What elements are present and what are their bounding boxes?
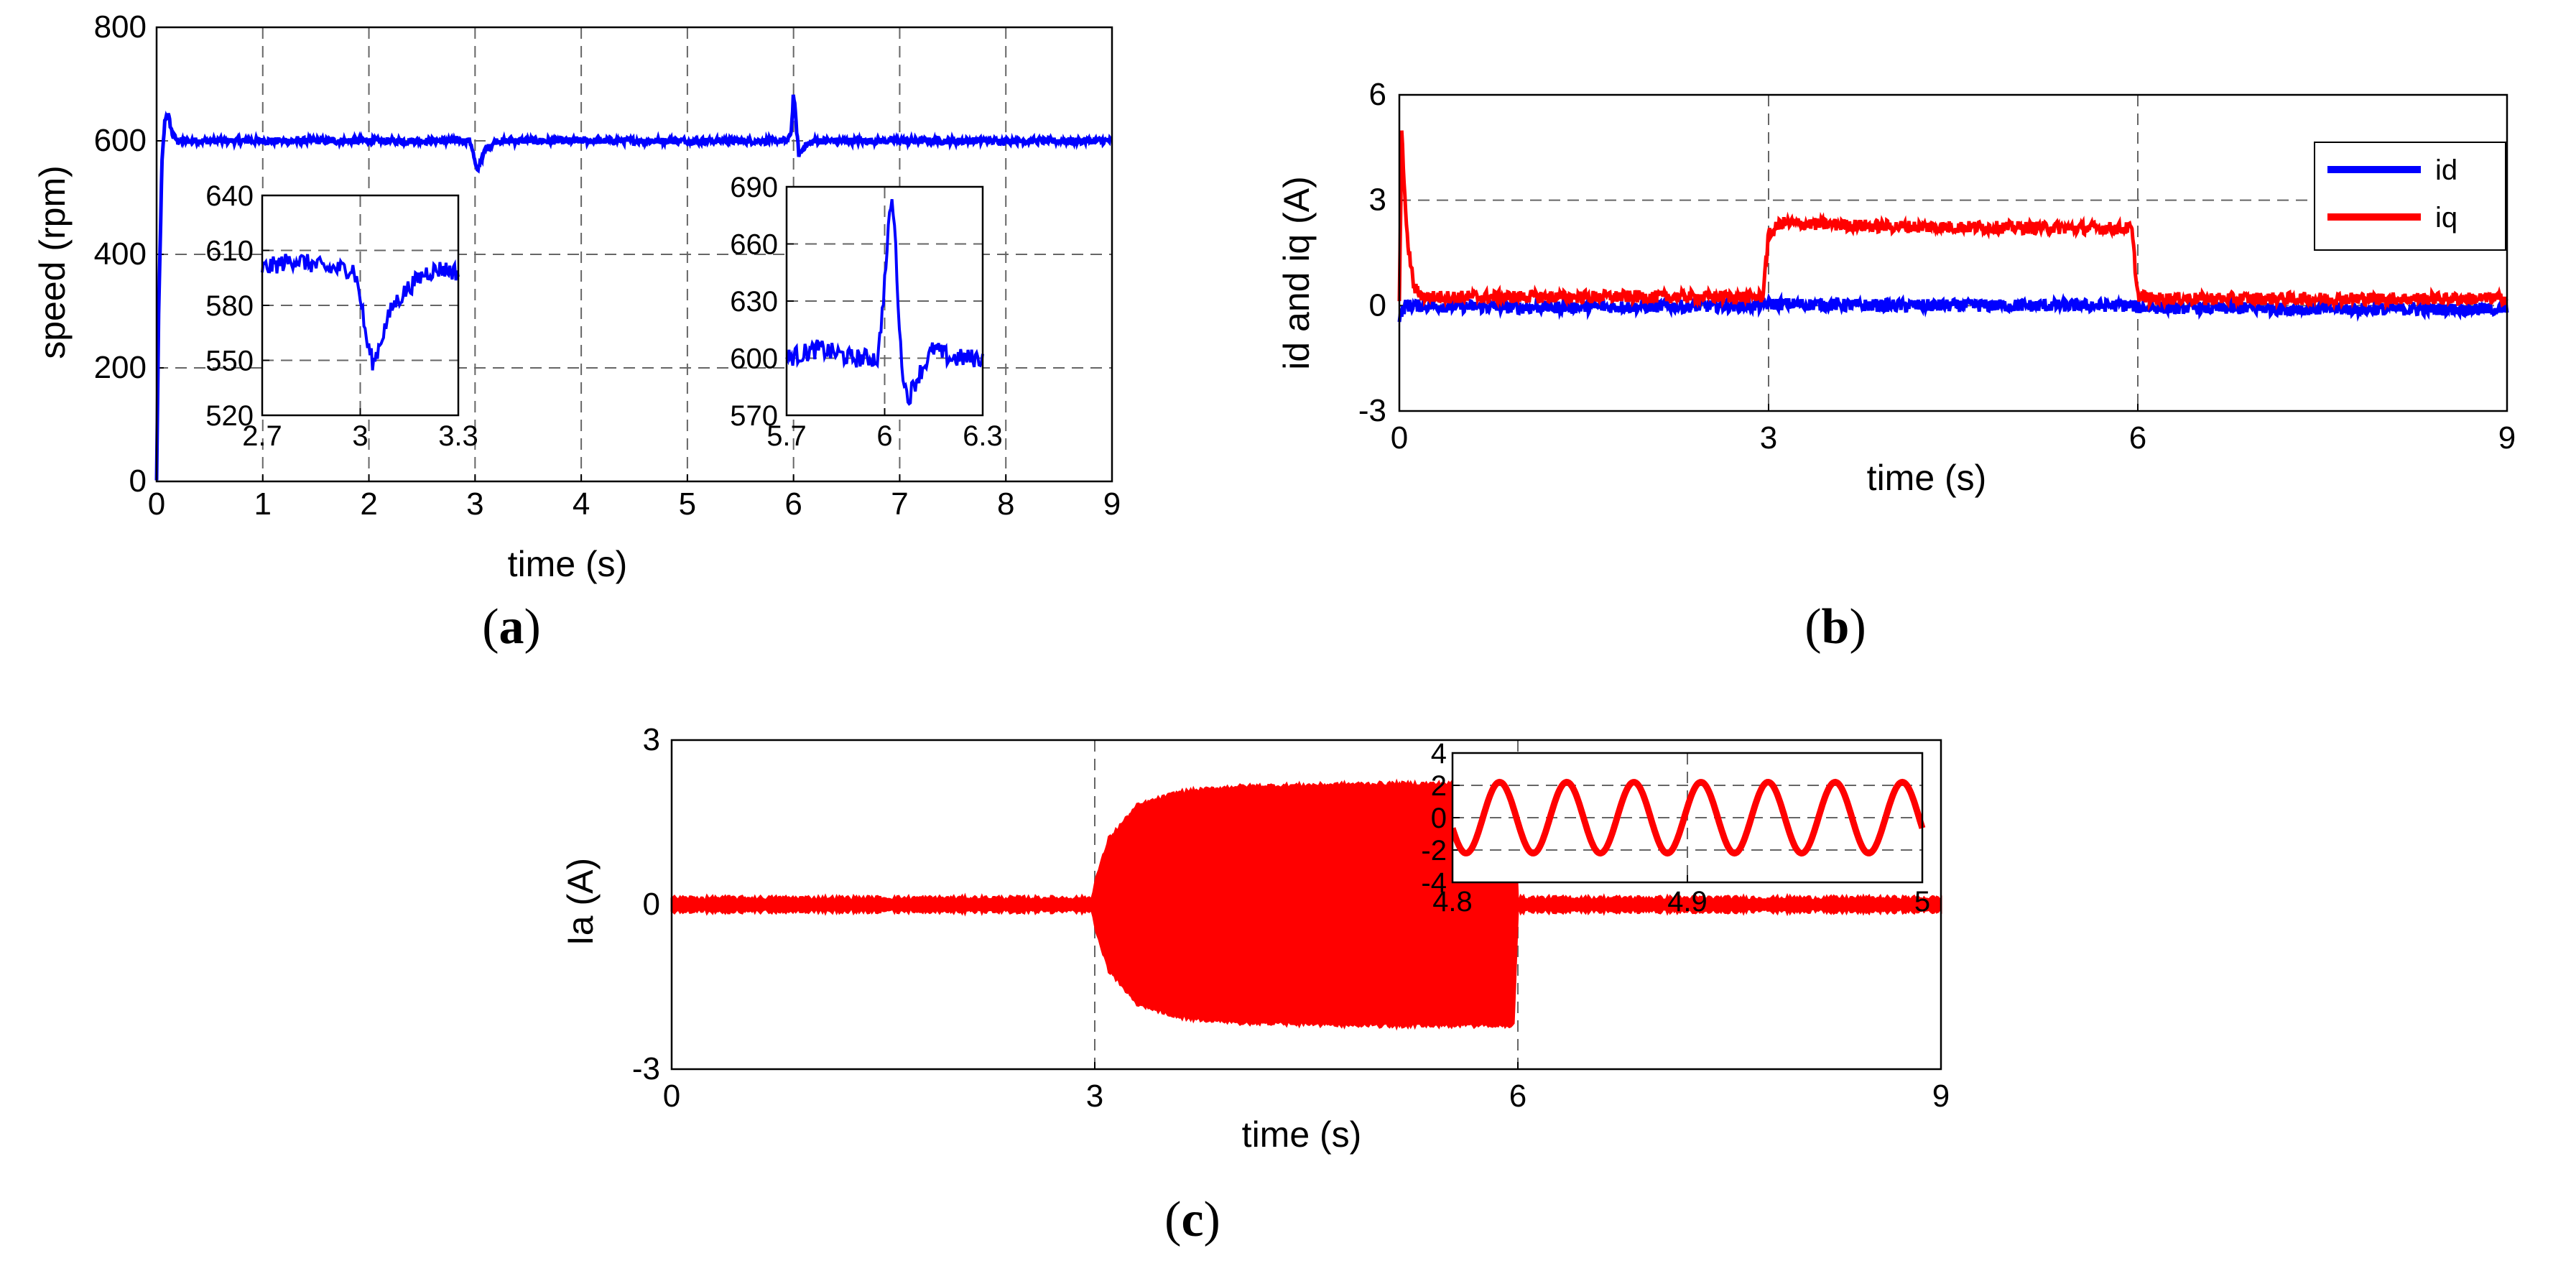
panel-b-ytick-label: 3 [1369,183,1386,218]
panel-a-inset-2-ytick-label: 660 [730,229,778,261]
panel-b-caption: (b) [1804,599,1866,655]
panel-c-inset-ytick-label: 4 [1431,738,1447,770]
panel-a-inset-1-ytick-label: 520 [205,400,254,432]
panel-a-inset-2-series [785,199,984,406]
panel-c-inset-xtick-label: 5 [1914,886,1930,918]
panel-a-xtick-label: 1 [254,486,272,522]
panel-a-inset-1-ytick-label: 580 [205,290,254,322]
panel-c-frame [670,739,1942,1071]
panel-c-inset-xtick-label: 4.9 [1667,886,1708,918]
panel-a-inset-1-xtick-label: 2.7 [242,420,282,452]
panel-a-inset-1-ytick-label: 640 [205,180,254,212]
panel-a-inset-2-ytick-label: 630 [730,286,778,318]
panel-b-ytick-label: 0 [1369,287,1386,323]
panel-b-xtick-label: 6 [2129,420,2146,456]
panel-b-xtick-label: 0 [1391,420,1408,456]
panel-c-inset-series [1449,778,1926,857]
panel-c-xtick-label: 3 [1086,1078,1103,1114]
panel-a-frame [155,26,1113,483]
panel-a-inset-2-ytick-label: 690 [730,172,778,203]
panel-b-xtick-label: 3 [1760,420,1777,456]
panel-a-xtick-label: 6 [784,486,802,522]
panel-a: 0 1 2 3 4 5 6 7 8 9 0 200 400 600 800 2.7 3 3.3 520 550 580 6… [94,9,1121,522]
panel-c-ylabel: Ia (A) [560,858,601,946]
panel-a-xtick-label: 0 [148,486,165,522]
panel-a-ytick-label: 600 [94,123,147,158]
panel-c-inset-frame [1451,752,1924,884]
panel-b-legend: id iq [2314,142,2506,251]
panel-a-caption: (a) [482,599,541,655]
panel-a-inset-2-xtick-label: 6 [876,420,892,452]
panel-a-xtick-label: 9 [1103,486,1121,522]
panel-a-inset-1-ytick-label: 550 [205,346,254,377]
panel-c-xtick-label: 9 [1932,1078,1950,1114]
panel-a-ytick-label: 800 [94,9,147,45]
panel-b-xtick-label: 9 [2498,420,2516,456]
panel-a-ytick-label: 200 [94,350,147,385]
panel-a-inset-2-xtick-label: 5.7 [766,420,807,452]
panel-a-xtick-label: 8 [997,486,1014,522]
panel-b-legend-label-iq: iq [2435,202,2457,234]
panel-b-caption-letter: b [1822,599,1850,655]
panel-a-inset-2-frame [785,185,984,417]
panel-a-ytick-label: 0 [129,463,147,499]
panel-a-inset-1-xtick-label: 3.3 [438,420,478,452]
panel-c-ytick-label: 3 [643,722,660,757]
panel-c-inset-ytick-label: 2 [1431,770,1447,802]
panel-b-series-iq [1397,130,2508,312]
panel-c-ytick-label: -3 [632,1051,660,1086]
panel-a-inset-1-xtick-label: 3 [352,420,368,452]
panel-a-inset-1-frame [261,194,460,417]
panel-a-inset-2: 5.7 6 6.3 570 600 630 660 690 [730,172,1003,452]
panel-a-ytick-label: 400 [94,236,147,272]
panel-b-legend-box [2314,142,2506,251]
panel-c-xtick-label: 6 [1509,1078,1526,1114]
panel-a-xtick-label: 3 [466,486,483,522]
panel-c-xlabel: time (s) [1242,1114,1362,1155]
panel-a-series-speed [154,94,1113,481]
panel-c-inset-xtick-label: 4.8 [1432,886,1473,918]
panel-a-inset-2-ytick-label: 600 [730,343,778,375]
panel-b-ytick-label: -3 [1358,393,1386,428]
panel-a-xtick-label: 5 [679,486,696,522]
panel-c-caption: (c) [1164,1192,1220,1247]
panel-b-frame [1398,93,2508,412]
panel-a-xtick-label: 4 [573,486,590,522]
panel-a-xtick-label: 2 [360,486,377,522]
panel-a-xtick-label: 7 [891,486,908,522]
panel-a-ylabel: speed (rpm) [32,165,73,359]
panel-b-ytick-label: 6 [1369,77,1386,112]
panel-b-xlabel: time (s) [1867,458,1987,498]
panel-c-xtick-label: 0 [663,1078,680,1114]
panel-c-inset-ytick-label: 0 [1431,803,1447,834]
panel-c-ytick-label: 0 [643,887,660,922]
panel-c-inset-ytick-label: -4 [1421,867,1447,899]
panel-a-caption-letter: a [499,599,524,655]
panel-b-legend-label-id: id [2435,154,2457,186]
panel-a-inset-2-xtick-label: 6.3 [963,420,1003,452]
panel-a-inset-2-ytick-label: 570 [730,400,778,432]
panel-c-inset-ytick-label: -2 [1421,835,1447,867]
panel-c-caption-letter: c [1181,1192,1203,1247]
panel-b-ylabel: id and iq (A) [1277,176,1317,370]
panel-a-inset-1-series [261,253,460,371]
panel-a-inset-1: 2.7 3 3.3 520 550 580 610 640 [205,180,478,452]
panel-a-inset-1-ytick-label: 610 [205,236,254,267]
panel-a-xlabel: time (s) [508,544,628,584]
